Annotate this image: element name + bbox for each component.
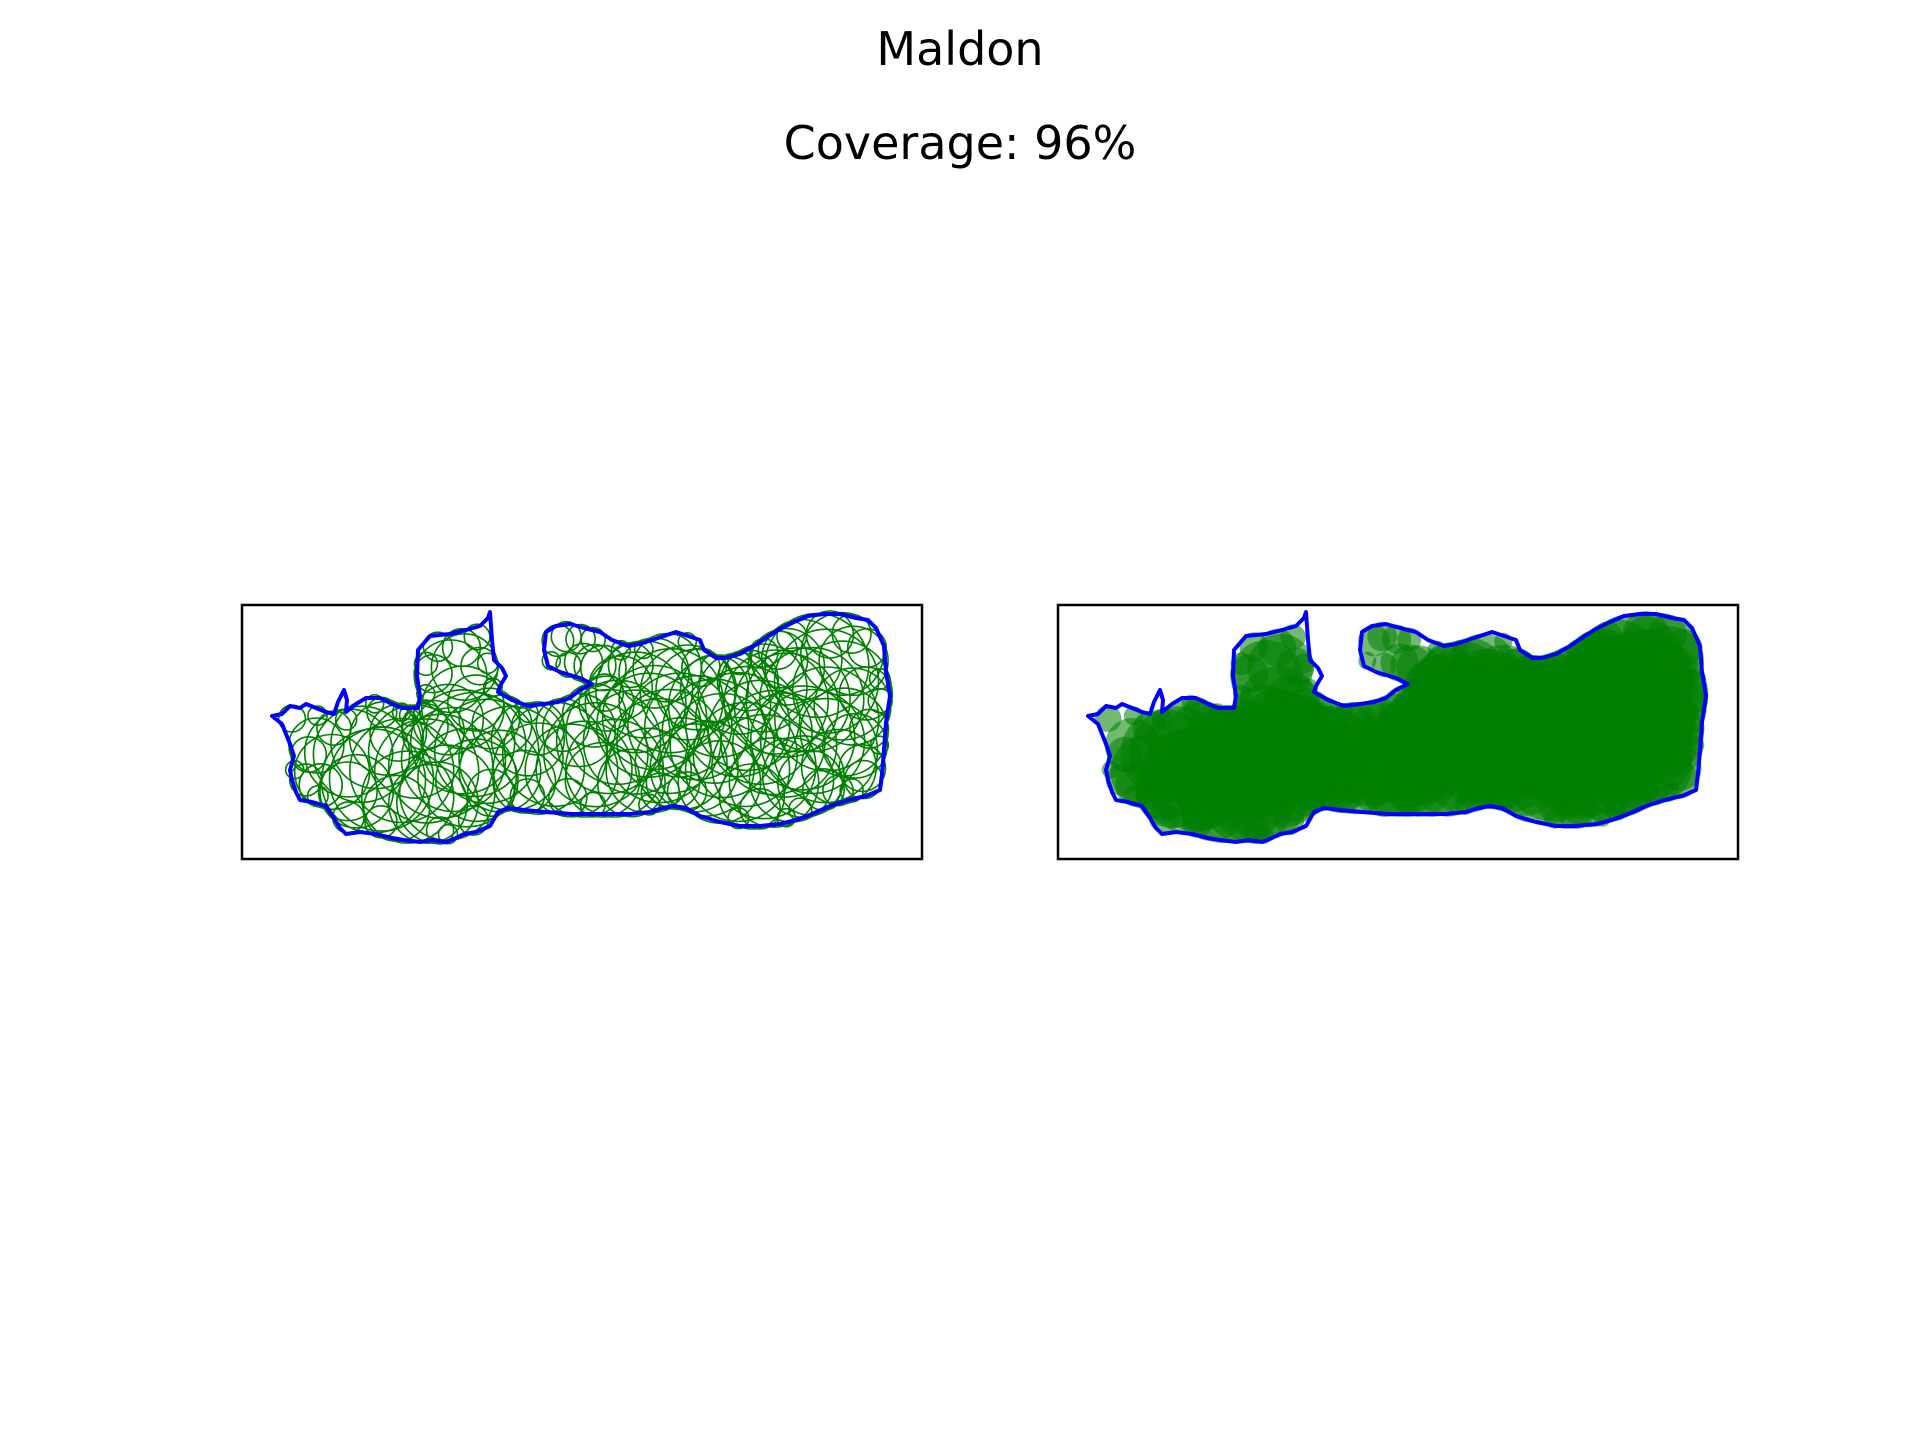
coverage-circle	[776, 807, 797, 828]
coverage-circle	[838, 744, 887, 793]
coverage-circle	[838, 666, 894, 721]
coverage-circle	[728, 736, 820, 828]
coverage-circle	[360, 750, 455, 844]
coverage-circle	[684, 671, 791, 778]
coverage-circle	[417, 727, 518, 828]
coverage-circle	[547, 777, 588, 818]
coverage-circle	[400, 706, 507, 813]
coverage-circle	[437, 823, 459, 845]
coverage-circle	[319, 753, 394, 829]
coverage-circle	[739, 787, 782, 830]
coverage-circle	[1660, 760, 1699, 799]
left-district-boundary	[270, 610, 892, 844]
coverage-circle	[684, 716, 791, 823]
coverage-circle	[723, 649, 830, 755]
right-district-boundary	[1086, 610, 1708, 844]
coverage-subtitle: Coverage: 96%	[783, 116, 1137, 170]
coverage-circle	[364, 693, 385, 714]
coverage-circle	[580, 644, 627, 692]
coverage-circle	[373, 718, 480, 824]
coverage-circle	[848, 708, 890, 749]
coverage-circle	[582, 689, 689, 795]
left-circles-group	[277, 610, 894, 845]
coverage-circle	[692, 701, 799, 808]
coverage-circle	[328, 726, 435, 832]
coverage-circle	[535, 720, 633, 818]
coverage-circle	[667, 654, 772, 758]
coverage-circle	[867, 687, 894, 714]
coverage-circle	[596, 748, 666, 818]
coverage-circle	[412, 683, 485, 756]
left-axes-frame	[240, 603, 924, 861]
figure-title: Maldon	[876, 22, 1044, 76]
right-axes-frame	[1056, 603, 1740, 861]
coverage-circle	[543, 701, 649, 808]
coverage-circle	[1663, 628, 1703, 668]
coverage-circle	[425, 816, 455, 845]
circle-filled-panel	[1056, 603, 1740, 861]
coverage-circle	[457, 804, 490, 836]
coverage-circle	[821, 712, 888, 779]
coverage-circle	[565, 623, 597, 655]
coverage-circle	[413, 639, 488, 714]
coverage-circle	[447, 674, 505, 732]
coverage-circle	[387, 763, 469, 845]
coverage-circle	[745, 646, 851, 753]
coverage-circle	[580, 626, 607, 653]
coverage-circle	[317, 761, 378, 822]
coverage-circle	[555, 688, 662, 795]
coverage-circle	[773, 666, 880, 772]
coverage-circle	[466, 768, 516, 817]
coverage-circle	[718, 643, 808, 733]
coverage-circle	[1684, 688, 1709, 713]
circle-outline-panel	[240, 603, 924, 861]
coverage-circle	[434, 738, 519, 823]
coverage-circle	[788, 797, 813, 822]
coverage-circle	[458, 687, 521, 750]
coverage-circle	[869, 735, 890, 756]
coverage-circle	[492, 722, 586, 815]
right-circles-group	[1094, 611, 1709, 844]
coverage-circle	[818, 625, 889, 697]
coverage-circle	[773, 628, 880, 735]
coverage-circle	[758, 646, 865, 753]
coverage-circle	[822, 774, 854, 807]
coverage-circle	[733, 652, 840, 759]
coverage-circle	[413, 651, 439, 677]
